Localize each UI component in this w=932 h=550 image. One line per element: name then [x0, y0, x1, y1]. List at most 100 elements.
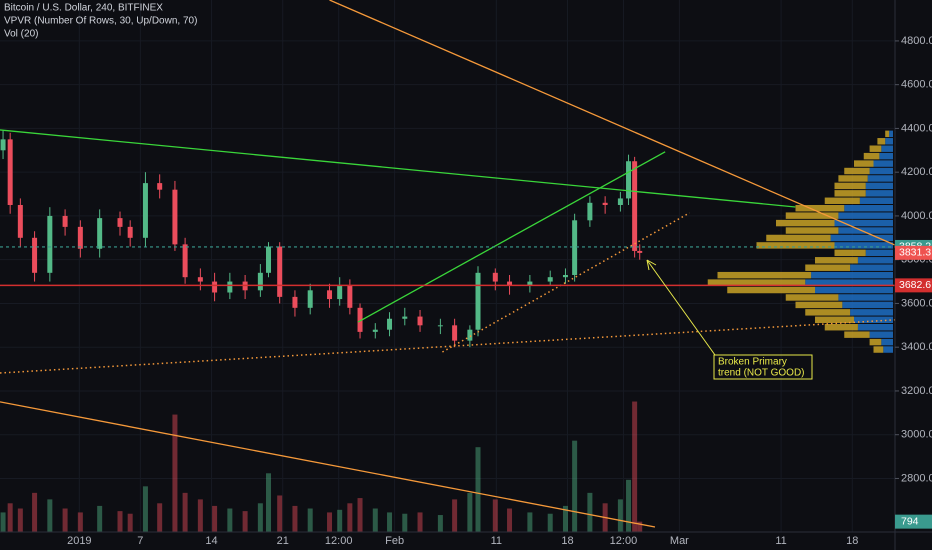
trendline [0, 129, 796, 208]
volume-bar [142, 486, 148, 532]
x-tick-label: 18 [561, 535, 573, 547]
candle-body [17, 204, 23, 238]
volume-bar [172, 414, 178, 532]
y-tick-label: 3600.0 [901, 297, 932, 309]
volume-bar [117, 511, 123, 532]
profile-up-bar [857, 324, 893, 331]
profile-up-bar [869, 167, 893, 175]
volume-bar [307, 508, 313, 532]
candle-body [266, 246, 271, 273]
indicator-label: Vol (20) [4, 29, 38, 40]
candle-body [492, 272, 498, 282]
candle-body [277, 246, 283, 297]
candle-body [127, 226, 133, 238]
profile-down-bar [795, 204, 845, 212]
x-tick-label: Feb [385, 535, 404, 547]
volume-bar [417, 512, 423, 532]
profile-down-bar [815, 316, 854, 324]
x-tick-label: 21 [277, 535, 289, 547]
candle-body [507, 281, 513, 286]
profile-down-bar [885, 130, 890, 138]
x-tick-label: 12:00 [325, 535, 353, 547]
profile-down-bar [869, 145, 882, 152]
candle-body [212, 281, 218, 293]
volume-bar [347, 503, 353, 532]
volume-bar [572, 440, 578, 532]
profile-down-bar [863, 152, 880, 160]
price-label-box [895, 245, 932, 260]
candle-body [62, 215, 68, 227]
annotation-box [713, 354, 813, 380]
profile-up-bar [885, 138, 893, 145]
candle-body [0, 139, 6, 151]
volume-bar [467, 492, 473, 532]
profile-up-bar [850, 264, 893, 271]
candle-body [587, 202, 593, 221]
profile-up-bar [867, 175, 893, 182]
volume-bar [617, 499, 623, 532]
volume-bar [402, 513, 408, 532]
trendline [357, 151, 666, 323]
annotation-text: trend (NOT GOOD) [718, 368, 805, 379]
profile-down-bar [785, 227, 839, 234]
profile-up-bar [873, 160, 893, 167]
candle-body [257, 272, 263, 291]
profile-down-bar [785, 212, 839, 219]
profile-up-bar [842, 301, 893, 309]
price-label-box [895, 278, 932, 293]
profile-down-bar [756, 242, 835, 249]
profile-down-bar [834, 182, 866, 190]
axes: 2800.03000.03200.03400.03600.03800.04000… [67, 35, 932, 547]
volume-bar [547, 513, 553, 532]
candle-body [347, 285, 353, 308]
profile-up-bar [811, 271, 893, 279]
candle-body [475, 272, 481, 330]
profile-up-bar [838, 294, 893, 301]
candle-body [452, 325, 458, 341]
profile-down-bar [766, 234, 831, 242]
profile-up-bar [883, 346, 893, 353]
candle-body [467, 329, 473, 341]
profile-up-bar [869, 331, 893, 338]
volume-bar [257, 503, 263, 532]
x-tick-label: Mar [670, 535, 689, 547]
candle-body [182, 244, 188, 278]
profile-down-bar [805, 309, 851, 316]
candle-body [117, 218, 123, 227]
volume-bar [292, 505, 298, 532]
annotation-arrow [646, 259, 716, 356]
profile-down-bar [776, 219, 835, 227]
profile-up-bar [838, 212, 893, 219]
profile-down-bar [795, 301, 843, 309]
candle-body [572, 220, 578, 275]
volume-bar [7, 503, 13, 532]
volume-label: 794 [901, 515, 919, 527]
profile-down-bar [785, 294, 839, 301]
y-tick-label: 2800.0 [901, 472, 932, 484]
profile-up-bar [805, 279, 893, 286]
price-label: 3682.6 [899, 279, 931, 291]
volume-bar [97, 505, 103, 532]
volume-bar [266, 473, 271, 532]
profile-down-bar [824, 324, 858, 331]
candle-body [402, 316, 408, 319]
volume-bar [632, 401, 638, 532]
candle-body [547, 277, 553, 282]
profile-down-bar [707, 279, 806, 286]
candle-body [372, 329, 378, 332]
volume-bar [562, 505, 568, 532]
profile-down-bar [717, 271, 812, 279]
volume-bar [277, 495, 283, 532]
candle-body [172, 189, 178, 245]
volume-bar [452, 499, 458, 532]
volume-bar [492, 499, 498, 532]
annotation-text: Broken Primary [718, 357, 787, 368]
annotation-arrowhead [646, 259, 657, 271]
volume-bar [212, 505, 218, 532]
profile-up-bar [838, 227, 893, 234]
x-tick-label: 12:00 [610, 535, 638, 547]
profile-up-bar [850, 309, 893, 316]
volume-bar [626, 479, 632, 532]
volume-bar [32, 492, 38, 532]
y-tick-label: 3000.0 [901, 429, 932, 441]
